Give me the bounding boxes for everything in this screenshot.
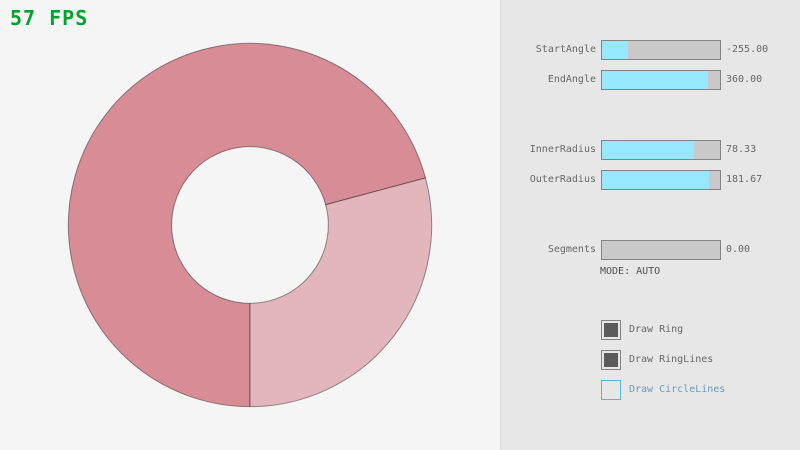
ring-chart [67, 42, 433, 408]
ring-double-pass [67, 42, 427, 408]
endangle-slider-fill [602, 71, 709, 89]
outerradius-slider-fill [602, 171, 710, 189]
slider-row-outerradius: OuterRadius 181.67 [501, 170, 800, 190]
startangle-slider[interactable] [601, 40, 721, 60]
segments-value: 0.00 [726, 244, 751, 255]
endangle-slider[interactable] [601, 70, 721, 90]
control-panel: StartAngle -255.00 EndAngle 360.00 Inner… [500, 0, 800, 450]
draw-ring-check-mark [604, 323, 618, 337]
endangle-label: EndAngle [547, 74, 596, 85]
outerradius-value: 181.67 [726, 174, 763, 185]
slider-row-innerradius: InnerRadius 78.33 [501, 140, 800, 160]
innerradius-value: 78.33 [726, 144, 757, 155]
draw-ringlines-checkbox[interactable] [601, 350, 621, 370]
draw-circlelines-label: Draw CircleLines [629, 384, 726, 395]
draw-ring-label: Draw Ring [629, 324, 684, 335]
outerradius-slider[interactable] [601, 170, 721, 190]
slider-row-segments: Segments 0.00 [501, 240, 800, 260]
checkbox-row-draw-ring: Draw Ring [501, 320, 800, 340]
checkbox-row-draw-circlelines: Draw CircleLines [501, 380, 800, 400]
ring-single-pass [249, 177, 433, 408]
innerradius-slider-fill [602, 141, 695, 159]
segments-label: Segments [547, 244, 596, 255]
slider-row-endangle: EndAngle 360.00 [501, 70, 800, 90]
startangle-slider-fill [602, 41, 628, 59]
draw-ringlines-check-mark [604, 353, 618, 367]
outerradius-label: OuterRadius [529, 174, 596, 185]
draw-ring-checkbox[interactable] [601, 320, 621, 340]
innerradius-slider[interactable] [601, 140, 721, 160]
draw-circlelines-checkbox[interactable] [601, 380, 621, 400]
draw-ringlines-label: Draw RingLines [629, 354, 714, 365]
segments-mode-text: MODE: AUTO [600, 266, 661, 277]
slider-row-startangle: StartAngle -255.00 [501, 40, 800, 60]
startangle-value: -255.00 [726, 44, 769, 55]
endangle-value: 360.00 [726, 74, 763, 85]
fps-counter: 57 FPS [10, 6, 89, 30]
startangle-label: StartAngle [535, 44, 596, 55]
segments-slider[interactable] [601, 240, 721, 260]
innerradius-label: InnerRadius [529, 144, 596, 155]
checkbox-row-draw-ringlines: Draw RingLines [501, 350, 800, 370]
